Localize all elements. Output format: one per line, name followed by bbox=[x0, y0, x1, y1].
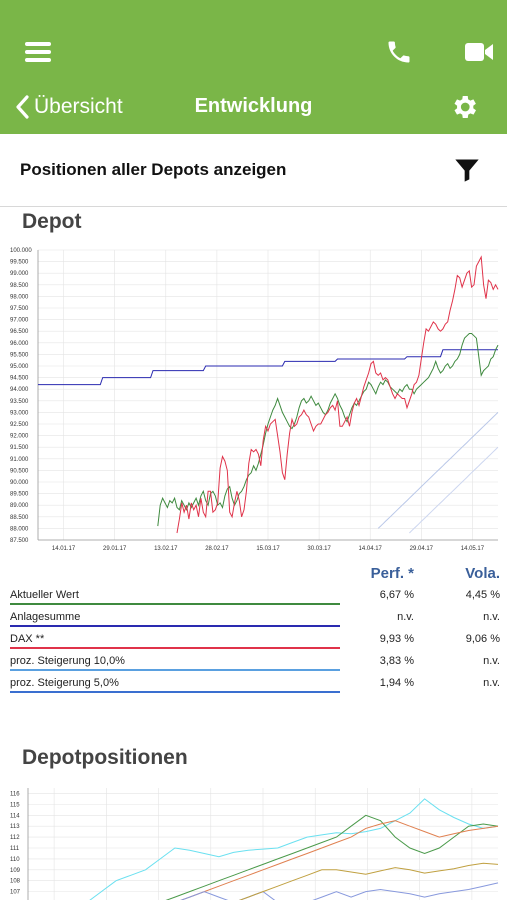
y-tick-label: 97.500 bbox=[10, 306, 29, 312]
y-tick-label: 90.000 bbox=[10, 480, 29, 486]
y-tick-label: 94.500 bbox=[10, 376, 29, 382]
y-tick-label: 100.000 bbox=[10, 248, 32, 254]
chevron-left-icon bbox=[16, 95, 29, 119]
y-tick-label: 93.000 bbox=[10, 410, 29, 416]
y-tick-label: 93.500 bbox=[10, 399, 29, 405]
legend-name: proz. Steigerung 10,0% bbox=[10, 655, 125, 667]
y-tick-label: 94.000 bbox=[10, 387, 29, 393]
series-line-4 bbox=[409, 446, 499, 534]
y-tick-label: 111 bbox=[10, 846, 20, 852]
video-camera-icon[interactable] bbox=[464, 40, 494, 64]
filter-label: Positionen aller Depots anzeigen bbox=[20, 160, 287, 179]
series-line-1 bbox=[157, 333, 499, 527]
legend-vola: 4,45 % bbox=[465, 589, 500, 601]
y-tick-label: 109 bbox=[10, 868, 21, 874]
legend-vola: n.v. bbox=[483, 611, 500, 623]
x-tick-label: 14.04.17 bbox=[359, 546, 383, 552]
legend-perf: 3,83 % bbox=[379, 655, 414, 667]
legend-vola: n.v. bbox=[483, 655, 500, 667]
series-line-3 bbox=[377, 412, 499, 529]
legend-vola: 9,06 % bbox=[465, 633, 500, 645]
x-tick-label: 14.05.17 bbox=[461, 546, 485, 552]
legend-line bbox=[10, 603, 340, 605]
series-line-2 bbox=[180, 820, 499, 900]
y-tick-label: 87.500 bbox=[10, 538, 29, 544]
legend-perf: 6,67 % bbox=[379, 589, 414, 601]
x-tick-label: 14.01.17 bbox=[52, 546, 76, 552]
y-tick-label: 113 bbox=[10, 824, 20, 830]
y-tick-label: 96.500 bbox=[10, 329, 29, 335]
y-tick-label: 95.500 bbox=[10, 352, 29, 358]
filter-row[interactable]: Positionen aller Depots anzeigen bbox=[0, 134, 507, 207]
legend-row: proz. Steigerung 10,0% 3,83 % n.v. bbox=[10, 653, 502, 675]
y-tick-label: 112 bbox=[10, 835, 20, 841]
y-tick-label: 107 bbox=[10, 890, 21, 896]
y-tick-label: 89.500 bbox=[10, 492, 29, 498]
x-tick-label: 28.02.17 bbox=[205, 546, 229, 552]
menu-icon[interactable] bbox=[25, 42, 51, 62]
series-line-0 bbox=[89, 798, 499, 900]
legend-row: DAX ** 9,93 % 9,06 % bbox=[10, 631, 502, 653]
legend-name: Anlagesumme bbox=[10, 611, 81, 623]
y-tick-label: 116 bbox=[10, 791, 20, 797]
legend-row: Aktueller Wert 6,67 % 4,45 % bbox=[10, 587, 502, 609]
y-tick-label: 88.000 bbox=[10, 526, 29, 532]
y-tick-label: 91.500 bbox=[10, 445, 29, 451]
positions-title: Depotpositionen bbox=[22, 746, 188, 769]
filter-icon[interactable] bbox=[453, 156, 481, 184]
top-bar: Übersicht Entwicklung bbox=[0, 0, 507, 134]
y-tick-label: 98.500 bbox=[10, 283, 29, 289]
x-tick-label: 29.04.17 bbox=[410, 546, 434, 552]
legend-row: Anlagesumme n.v. n.v. bbox=[10, 609, 502, 631]
y-tick-label: 108 bbox=[10, 879, 21, 885]
series-line-1 bbox=[165, 814, 499, 900]
y-tick-label: 114 bbox=[10, 813, 20, 819]
depot-chart: 100.000 99.500 99.000 98.500 98.000 97.500 97.… bbox=[10, 248, 499, 552]
series-line-2 bbox=[176, 255, 499, 534]
y-tick-label: 96.000 bbox=[10, 341, 29, 347]
y-tick-label: 92.500 bbox=[10, 422, 29, 428]
x-tick-label: 13.02.17 bbox=[154, 546, 178, 552]
perf-header: Perf. * bbox=[370, 565, 414, 582]
y-tick-label: 98.000 bbox=[10, 294, 29, 300]
legend-line bbox=[10, 625, 340, 627]
x-tick-label: 30.03.17 bbox=[307, 546, 331, 552]
y-tick-label: 88.500 bbox=[10, 515, 29, 521]
y-tick-label: 99.000 bbox=[10, 271, 29, 277]
legend-perf: 9,93 % bbox=[379, 633, 414, 645]
y-tick-label: 91.000 bbox=[10, 457, 29, 463]
legend-name: DAX ** bbox=[10, 633, 45, 645]
x-tick-label: 29.01.17 bbox=[103, 546, 127, 552]
legend-perf: 1,94 % bbox=[379, 677, 414, 689]
gear-icon[interactable] bbox=[449, 92, 479, 122]
legend-line bbox=[10, 691, 340, 693]
depot-title: Depot bbox=[22, 210, 82, 233]
y-tick-label: 89.000 bbox=[10, 503, 29, 509]
y-tick-label: 95.000 bbox=[10, 364, 29, 370]
y-tick-label: 90.500 bbox=[10, 468, 29, 474]
legend-line bbox=[10, 669, 340, 671]
legend-perf: n.v. bbox=[397, 611, 414, 623]
y-tick-label: 97.000 bbox=[10, 318, 29, 324]
back-label: Übersicht bbox=[34, 95, 123, 118]
y-tick-label: 92.000 bbox=[10, 434, 29, 440]
legend-name: proz. Steigerung 5,0% bbox=[10, 677, 119, 689]
vola-header: Vola. bbox=[465, 565, 500, 582]
phone-icon[interactable] bbox=[385, 38, 413, 66]
y-tick-label: 115 bbox=[10, 802, 20, 808]
series-line-4 bbox=[238, 862, 499, 900]
x-tick-label: 15.03.17 bbox=[256, 546, 280, 552]
legend-name: Aktueller Wert bbox=[10, 589, 79, 601]
legend-line bbox=[10, 647, 340, 649]
back-button[interactable]: Übersicht bbox=[14, 92, 123, 122]
legend-vola: n.v. bbox=[483, 677, 500, 689]
y-tick-label: 99.500 bbox=[10, 260, 29, 266]
legend-row: proz. Steigerung 5,0% 1,94 % n.v. bbox=[10, 675, 502, 697]
positions-chart: 116115114113112111110109108107106 bbox=[10, 788, 499, 900]
y-tick-label: 110 bbox=[10, 857, 20, 863]
